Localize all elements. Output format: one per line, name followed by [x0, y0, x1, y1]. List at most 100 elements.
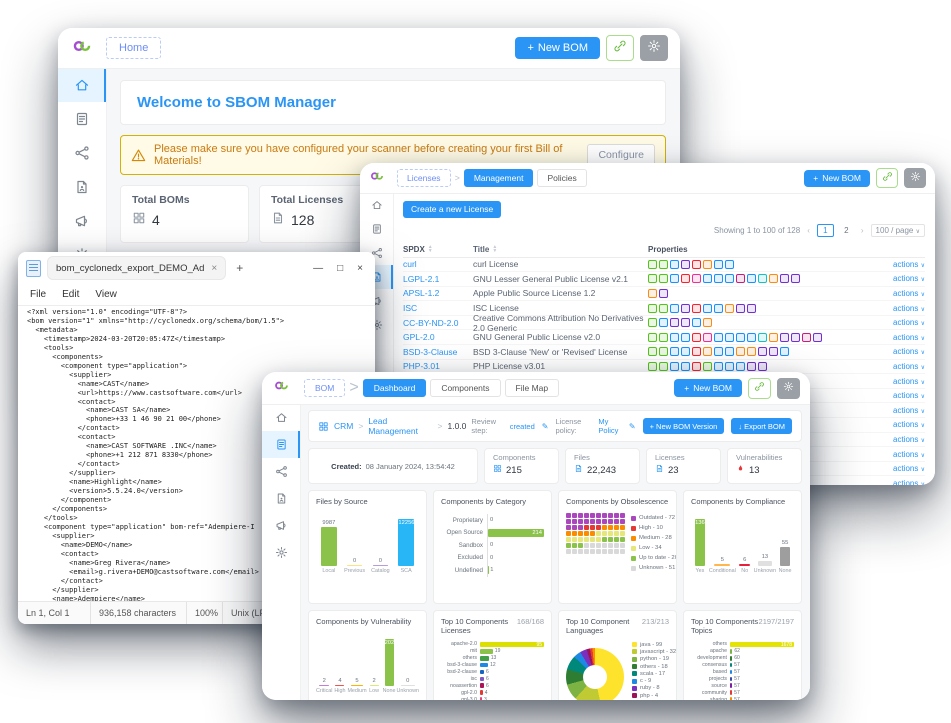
license-spdx-link[interactable]: curl: [403, 259, 417, 270]
license-spdx-link[interactable]: APSL-1.2: [403, 288, 440, 299]
sidebar-item-report[interactable]: [262, 431, 300, 458]
actions-dropdown[interactable]: actions ∨: [893, 449, 925, 459]
license-spdx-link[interactable]: LGPL-2.1: [403, 273, 440, 284]
breadcrumb-home[interactable]: Home: [106, 37, 162, 59]
next-page-button[interactable]: ›: [860, 225, 864, 235]
sort-icon[interactable]: ▲ ▼: [427, 244, 433, 255]
sidebar-item-license[interactable]: [58, 170, 106, 204]
status-zoom-level[interactable]: 100%: [186, 602, 218, 624]
integration-link-button[interactable]: [876, 168, 898, 188]
sidebar-item-report[interactable]: [360, 217, 393, 241]
property-badge: [758, 347, 767, 357]
bom-path-module[interactable]: Lead Management: [368, 416, 418, 436]
page-2-button[interactable]: 2: [844, 225, 849, 235]
sort-icon[interactable]: ▲ ▼: [492, 244, 498, 255]
sidebar-item-report[interactable]: [58, 102, 106, 136]
actions-dropdown[interactable]: actions ∨: [893, 332, 925, 342]
minimize-button[interactable]: —: [313, 262, 324, 274]
new-bom-button[interactable]: + New BOM: [674, 379, 742, 397]
chart-components-by-obsolescence: Components by Obsolescence Outdated - 72 H…: [558, 490, 677, 604]
page-size-select[interactable]: 100 / page ∨: [870, 223, 925, 237]
property-badge: [681, 347, 690, 357]
sidebar-item-settings[interactable]: [262, 539, 300, 566]
breadcrumb-bom[interactable]: BOM: [304, 379, 346, 397]
dashboard-stats-row: Created: 08 January 2024, 13:54:42 Compo…: [308, 448, 802, 484]
actions-dropdown[interactable]: actions ∨: [893, 259, 925, 269]
sidebar-item-notify[interactable]: [262, 512, 300, 539]
editor-tab[interactable]: bom_cyclonedx_export_DEMO_Ad ×: [47, 256, 227, 280]
actions-dropdown[interactable]: actions ∨: [893, 303, 925, 313]
license-spdx-link[interactable]: CC-BY-ND-2.0: [403, 317, 459, 328]
report-icon: [371, 223, 383, 235]
new-tab-button[interactable]: +: [236, 261, 244, 275]
actions-dropdown[interactable]: actions ∨: [893, 405, 925, 415]
tab-policies[interactable]: Policies: [537, 169, 587, 187]
page-1-button[interactable]: 1: [816, 223, 834, 237]
maximize-button[interactable]: □: [337, 262, 344, 274]
create-license-button[interactable]: Create a new License: [403, 200, 502, 218]
actions-dropdown[interactable]: actions ∨: [893, 464, 925, 474]
configure-button[interactable]: Configure: [587, 144, 655, 166]
sidebar-item-home[interactable]: [262, 404, 300, 431]
actions-dropdown[interactable]: actions ∨: [893, 288, 925, 298]
license-table-row: LGPL-2.1 GNU Lesser General Public Licens…: [403, 272, 925, 287]
edit-review-step-icon[interactable]: ✎: [541, 421, 549, 431]
tab-dashboard[interactable]: Dashboard: [362, 379, 427, 397]
settings-button[interactable]: [777, 377, 800, 399]
menu-file[interactable]: File: [30, 289, 47, 300]
settings-button[interactable]: [640, 35, 668, 61]
actions-dropdown[interactable]: actions ∨: [893, 318, 925, 328]
actions-dropdown[interactable]: actions ∨: [893, 420, 925, 430]
pagination: Showing 1 to 100 of 128 ‹ 1 2 › 100 / pa…: [403, 223, 925, 237]
close-tab-icon[interactable]: ×: [211, 262, 218, 274]
sidebar-item-share[interactable]: [262, 458, 300, 485]
license-spdx-link[interactable]: ISC: [403, 303, 418, 314]
license-policy-value[interactable]: My Policy: [598, 417, 619, 435]
sidebar-item-notify[interactable]: [58, 204, 106, 238]
chart-components-by-compliance: Components by Compliance 136 Yes 5 Condition…: [683, 490, 802, 604]
menu-view[interactable]: View: [95, 289, 117, 300]
breadcrumb-licenses[interactable]: Licenses: [397, 169, 451, 187]
new-bom-button[interactable]: + New BOM: [515, 37, 600, 59]
bar-Medium: 5 Medium: [347, 678, 367, 694]
license-spdx-link[interactable]: BSD-3-Clause: [403, 346, 458, 357]
sidebar-item-license[interactable]: [262, 485, 300, 512]
app-logo: [262, 377, 300, 399]
property-badge: [747, 347, 756, 357]
license-spdx-link[interactable]: GPL-2.0: [403, 332, 435, 343]
tab-components[interactable]: Components: [430, 379, 501, 397]
actions-dropdown[interactable]: actions ∨: [893, 391, 925, 401]
hbar-apache-2.0: apache-2.0 95: [451, 641, 544, 648]
actions-dropdown[interactable]: actions ∨: [893, 478, 925, 485]
license-spdx-link[interactable]: PHP-3.01: [403, 361, 440, 372]
notepad-titlebar[interactable]: bom_cyclonedx_export_DEMO_Ad × + — □ ×: [18, 252, 375, 284]
bom-path-app[interactable]: CRM: [334, 421, 354, 431]
actions-dropdown[interactable]: actions ∨: [893, 274, 925, 284]
review-step-value[interactable]: created: [509, 421, 535, 431]
settings-button[interactable]: [904, 168, 926, 188]
sidebar-item-share[interactable]: [58, 136, 106, 170]
sidebar-item-home[interactable]: [58, 68, 106, 102]
close-window-button[interactable]: ×: [357, 262, 363, 274]
license-properties: [648, 303, 873, 313]
tab-file-map[interactable]: File Map: [504, 379, 560, 397]
integration-link-button[interactable]: [606, 35, 634, 61]
actions-dropdown[interactable]: actions ∨: [893, 361, 925, 371]
window-bom-dashboard: BOM > Dashboard Components File Map + New…: [262, 372, 810, 700]
integration-link-button[interactable]: [748, 377, 771, 399]
new-bom-button[interactable]: + New BOM: [804, 169, 870, 187]
prev-page-button[interactable]: ‹: [807, 225, 810, 235]
actions-dropdown[interactable]: actions ∨: [893, 347, 925, 357]
actions-dropdown[interactable]: actions ∨: [893, 434, 925, 444]
actions-dropdown[interactable]: actions ∨: [893, 376, 925, 386]
bar-Unknown: 0 Unknown: [396, 678, 420, 694]
new-bom-version-button[interactable]: + New BOM Version: [642, 418, 725, 434]
export-bom-button[interactable]: ↓ Export BOM: [731, 418, 792, 434]
sidebar-item-home[interactable]: [360, 193, 393, 217]
menu-edit[interactable]: Edit: [62, 289, 80, 300]
edit-license-policy-icon[interactable]: ✎: [628, 421, 636, 431]
status-line-endings[interactable]: Unix (LF): [222, 602, 268, 624]
chart-title: Components by Compliance: [691, 497, 786, 506]
tab-management[interactable]: Management: [463, 169, 534, 187]
editor-text-area[interactable]: <?xml version="1.0" encoding="UTF-8"?> <…: [27, 308, 285, 602]
